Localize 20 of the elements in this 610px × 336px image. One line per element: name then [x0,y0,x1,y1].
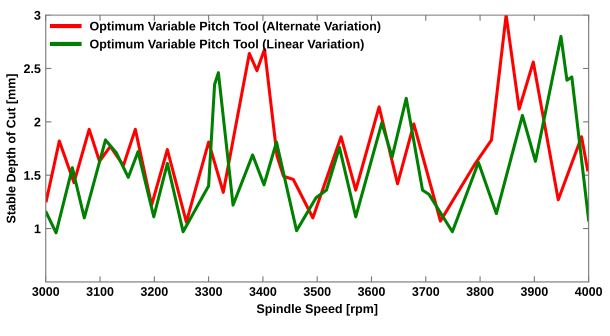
x-tick-label: 4000 [574,287,602,296]
x-axis-title: Spindle Speed [rpm] [256,304,378,316]
y-tick-label: 1.5 [24,171,41,180]
x-tick-label: 3400 [249,287,276,296]
y-tick-label: 2.5 [24,64,41,74]
y-tick-label: 3 [34,10,40,20]
x-tick-label: 3500 [304,287,331,296]
x-tick-label: 3900 [520,287,548,296]
x-tick-label: 3200 [140,287,168,296]
x-tick-label: 3300 [195,287,222,296]
legend-label: Optimum Variable Pitch Tool (Alternate Variation) [90,21,380,34]
y-tick-label: 1 [34,224,41,234]
x-tick-label: 3800 [466,287,494,296]
x-tick-label: 3000 [32,287,60,296]
x-tick-label: 3100 [86,287,114,296]
legend-label: Optimum Variable Pitch Tool (Linear Variation) [90,39,364,51]
y-axis-title: Stable Depth of Cut [mm] [6,74,18,224]
x-tick-label: 3600 [358,287,385,296]
x-tick-label: 3700 [412,287,440,296]
y-tick-label: 2 [34,118,40,126]
